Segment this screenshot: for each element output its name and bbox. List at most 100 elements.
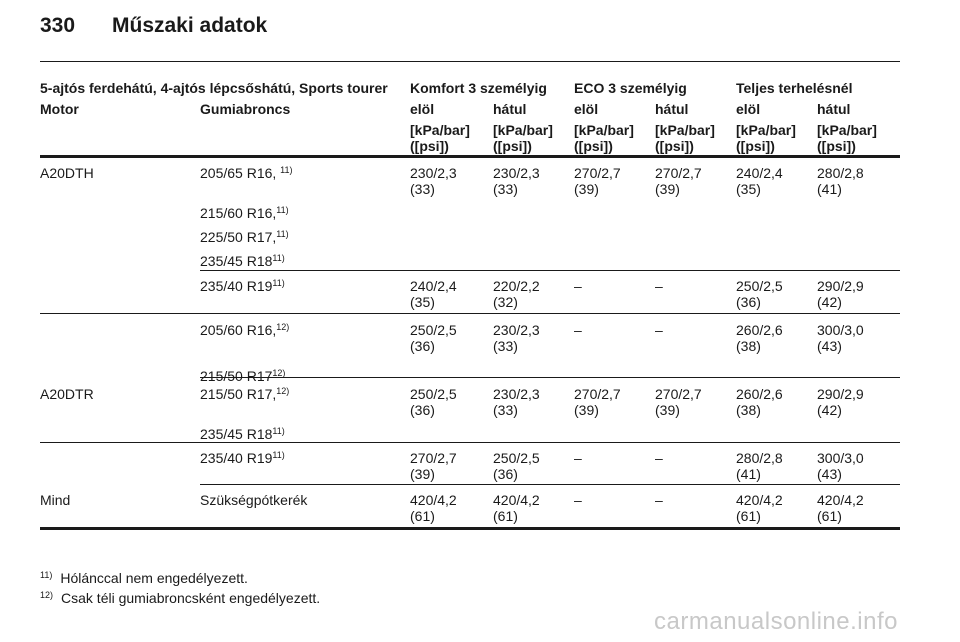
pressure-psi: (42) bbox=[817, 294, 842, 310]
pressure-value: 260/2,6 bbox=[736, 386, 783, 402]
pressure-value: 250/2,5 bbox=[410, 322, 457, 338]
pressure-psi: (41) bbox=[817, 181, 842, 197]
pressure-value: 260/2,6 bbox=[736, 322, 783, 338]
pressure-value: 290/2,9 bbox=[817, 278, 864, 294]
tire-size-text: 215/50 R17 bbox=[200, 368, 273, 384]
pressure-psi: (33) bbox=[493, 181, 518, 197]
pressure-psi: (43) bbox=[817, 466, 842, 482]
pressure-psi: (36) bbox=[493, 466, 518, 482]
pressure-value: 300/3,0 bbox=[817, 450, 864, 466]
pressure-value: 230/2,3 bbox=[493, 165, 540, 181]
unit-label: ([psi]) bbox=[410, 138, 449, 154]
tire-size-text: Szükségpótkerék bbox=[200, 492, 308, 508]
unit-label: [kPa/bar] bbox=[817, 122, 877, 138]
pressure-value: 250/2,5 bbox=[410, 386, 457, 402]
pressure-psi: (61) bbox=[736, 508, 761, 524]
group-header: ECO 3 személyig bbox=[574, 80, 687, 96]
tire-size-text: 235/40 R19 bbox=[200, 278, 273, 294]
pressure-psi: (42) bbox=[817, 402, 842, 418]
unit-label: [kPa/bar] bbox=[574, 122, 634, 138]
footnote-ref: 11) bbox=[276, 229, 289, 239]
pressure-psi: (39) bbox=[574, 181, 599, 197]
unit-label: [kPa/bar] bbox=[655, 122, 715, 138]
pressure-psi: (35) bbox=[410, 294, 435, 310]
pressure-psi: (35) bbox=[736, 181, 761, 197]
pressure-value: 250/2,5 bbox=[493, 450, 540, 466]
column-header: hátul bbox=[655, 101, 689, 117]
column-header: Motor bbox=[40, 101, 79, 117]
pressure-value: 420/4,2 bbox=[493, 492, 540, 508]
footnote-text: Hólánccal nem engedélyezett. bbox=[60, 570, 248, 586]
pressure-psi: (61) bbox=[817, 508, 842, 524]
page-header: 330 Műszaki adatok bbox=[40, 14, 267, 38]
pressure-value: – bbox=[655, 492, 663, 508]
tire-size: 205/60 R16,12) bbox=[200, 322, 289, 338]
footnote-11: 11) Hólánccal nem engedélyezett. bbox=[40, 570, 248, 586]
pressure-psi: (33) bbox=[410, 181, 435, 197]
pressure-value: 270/2,7 bbox=[655, 165, 702, 181]
tire-size: 235/40 R1911) bbox=[200, 450, 285, 466]
pressure-value: 230/2,3 bbox=[493, 386, 540, 402]
footnote-ref: 12) bbox=[272, 368, 286, 378]
pressure-psi: (38) bbox=[736, 402, 761, 418]
page-title: Műszaki adatok bbox=[112, 14, 268, 37]
tire-size-text: 235/40 R19 bbox=[200, 450, 273, 466]
pressure-value: 420/4,2 bbox=[736, 492, 783, 508]
pressure-value: 280/2,8 bbox=[817, 165, 864, 181]
tire-size: Szükségpótkerék bbox=[200, 492, 307, 508]
table-bottom-rule bbox=[40, 527, 900, 530]
footnote-ref: 11) bbox=[272, 253, 285, 263]
page-number: 330 bbox=[40, 14, 76, 37]
unit-label: ([psi]) bbox=[655, 138, 694, 154]
pressure-psi: (33) bbox=[493, 338, 518, 354]
pressure-value: – bbox=[574, 278, 582, 294]
tire-size-text: 215/60 R16, bbox=[200, 205, 277, 221]
column-header: elöl bbox=[574, 101, 599, 117]
pressure-psi: (38) bbox=[736, 338, 761, 354]
pressure-value: 250/2,5 bbox=[736, 278, 783, 294]
footnote-ref: 11) bbox=[272, 426, 285, 436]
tire-size: 235/40 R1911) bbox=[200, 278, 285, 294]
footnote-ref: 11) bbox=[276, 205, 289, 215]
unit-label: [kPa/bar] bbox=[736, 122, 796, 138]
row-divider bbox=[200, 377, 900, 378]
pressure-value: 240/2,4 bbox=[736, 165, 783, 181]
footnote-mark: 11) bbox=[40, 570, 53, 580]
pressure-value: – bbox=[574, 450, 582, 466]
pressure-value: 300/3,0 bbox=[817, 322, 864, 338]
tire-size: 215/50 R17,12) bbox=[200, 386, 289, 402]
pressure-psi: (39) bbox=[655, 402, 680, 418]
pressure-value: – bbox=[655, 450, 663, 466]
header-rule bbox=[40, 155, 900, 158]
pressure-value: 240/2,4 bbox=[410, 278, 457, 294]
group-header: Teljes terhelésnél bbox=[736, 80, 853, 96]
pressure-psi: (39) bbox=[410, 466, 435, 482]
pressure-value: 230/2,3 bbox=[410, 165, 457, 181]
pressure-value: 270/2,7 bbox=[574, 165, 621, 181]
pressure-psi: (61) bbox=[410, 508, 435, 524]
unit-label: ([psi]) bbox=[493, 138, 532, 154]
pressure-psi: (39) bbox=[574, 402, 599, 418]
pressure-value: – bbox=[655, 278, 663, 294]
pressure-value: 270/2,7 bbox=[410, 450, 457, 466]
footnote-ref: 11) bbox=[272, 278, 285, 288]
tire-size: 205/65 R16, 11) bbox=[200, 165, 293, 181]
footnote-ref: 12) bbox=[276, 386, 290, 396]
pressure-psi: (39) bbox=[655, 181, 680, 197]
footnote-ref: 11) bbox=[280, 165, 293, 175]
tire-size-text: 205/60 R16, bbox=[200, 322, 277, 338]
pressure-psi: (43) bbox=[817, 338, 842, 354]
column-header: elöl bbox=[410, 101, 435, 117]
pressure-value: 420/4,2 bbox=[410, 492, 457, 508]
column-header: Gumiabroncs bbox=[200, 101, 291, 117]
pressure-psi: (41) bbox=[736, 466, 761, 482]
tire-size-text: 215/50 R17, bbox=[200, 386, 277, 402]
row-divider bbox=[40, 313, 900, 314]
pressure-value: – bbox=[574, 492, 582, 508]
tire-size-text: 225/50 R17, bbox=[200, 229, 277, 245]
top-rule bbox=[40, 61, 900, 62]
tire-size-text: 235/45 R18 bbox=[200, 426, 273, 442]
column-header: hátul bbox=[817, 101, 851, 117]
row-divider bbox=[200, 484, 900, 485]
unit-label: ([psi]) bbox=[736, 138, 775, 154]
